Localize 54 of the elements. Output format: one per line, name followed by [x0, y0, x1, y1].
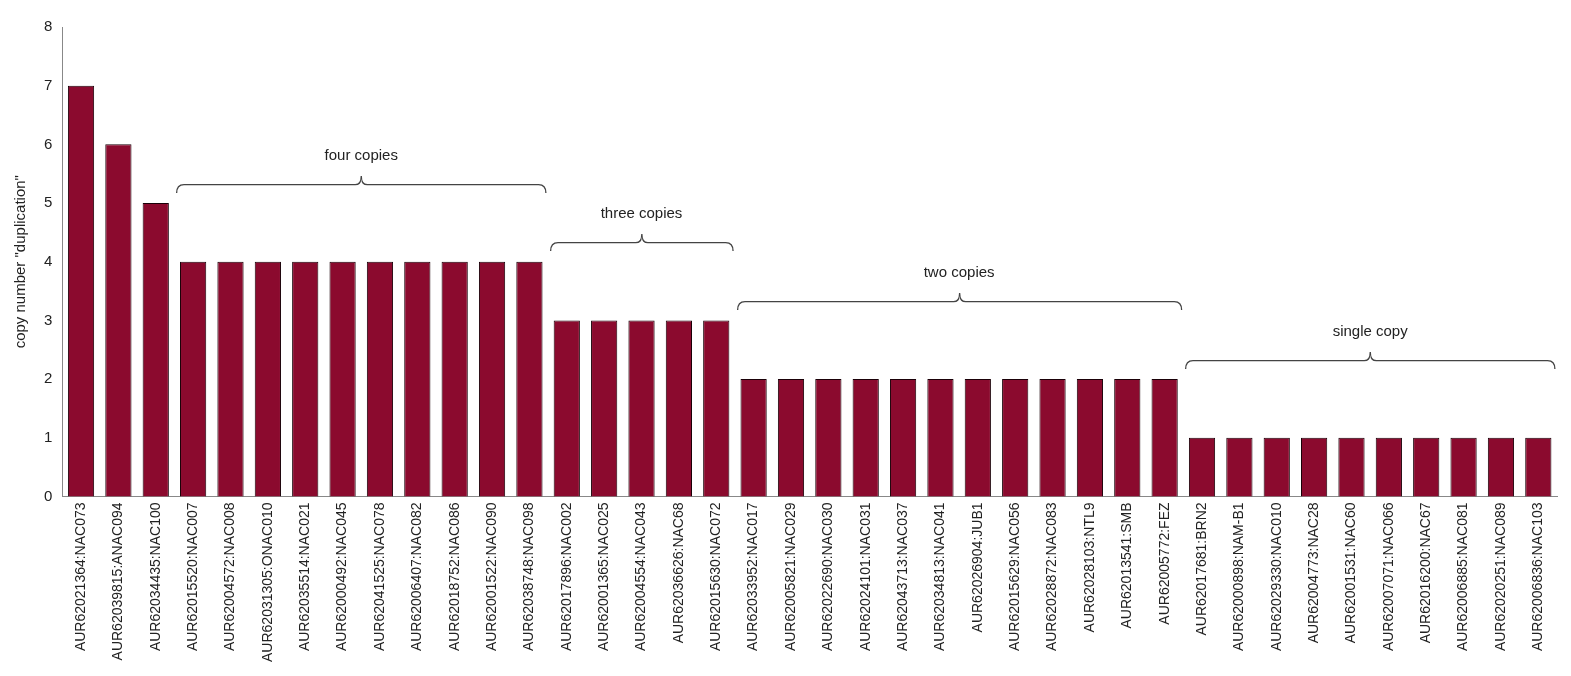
x-tick-label: AUR62034813:NAC041: [931, 502, 948, 652]
y-tick-label: 1: [44, 427, 53, 445]
y-tick-label: 3: [44, 310, 53, 328]
x-tick-label: AUR62028872:NAC083: [1043, 502, 1060, 652]
x-tick-label: AUR62031305:ONAC010: [258, 502, 275, 662]
y-tick-label: 8: [44, 17, 53, 35]
y-axis-title: copy number "duplication": [11, 175, 29, 349]
x-tick-label: AUR62017681:BRN2: [1192, 502, 1209, 636]
x-tick-label: AUR62035514:NAC021: [296, 502, 313, 652]
x-tick-label: AUR62024101:NAC031: [856, 502, 873, 652]
x-tick-label: AUR62000898:NAM-B1: [1230, 502, 1247, 652]
x-tick-label: AUR62033952:NAC017: [744, 502, 761, 652]
annotation: three copies: [599, 204, 684, 222]
x-tick-label: AUR62006836:NAC103: [1529, 502, 1546, 652]
x-tick-label: AUR62041525:NAC078: [370, 502, 387, 652]
x-tick-label: AUR62001531:NAC60: [1342, 502, 1359, 644]
annotation: two copies: [922, 263, 996, 281]
x-tick-label: AUR62039815:ANAC094: [109, 502, 126, 661]
annotation: four copies: [323, 145, 399, 163]
x-tick-label: AUR62016200:NAC67: [1417, 502, 1434, 644]
x-tick-label: AUR62006407:NAC082: [408, 502, 425, 652]
x-tick-label: AUR62036626:NAC68: [669, 502, 686, 644]
x-tick-label: AUR62006885:NAC081: [1454, 502, 1471, 652]
x-tick-label: AUR62001522:NAC090: [482, 502, 499, 652]
x-tick-label: AUR62026904:JUB1: [968, 502, 985, 633]
x-tick-label: AUR62004773:NAC28: [1304, 502, 1321, 644]
x-tick-label: AUR62004554:NAC043: [632, 502, 649, 652]
x-tick-label: AUR62020251:NAC089: [1491, 502, 1508, 652]
x-tick-label: AUR62004572:NAC008: [221, 502, 238, 652]
x-tick-label: AUR62022690:NAC030: [819, 502, 836, 652]
y-tick-label: 0: [44, 486, 53, 504]
x-tick-label: AUR62005821:NAC029: [781, 502, 798, 652]
x-tick-label: AUR62015520:NAC007: [183, 502, 200, 652]
x-tick-label: AUR62007071:NAC066: [1379, 502, 1396, 652]
x-tick-label: AUR62001365:NAC025: [595, 502, 612, 652]
x-tick-label: AUR62015629:NAC056: [1006, 502, 1023, 652]
x-tick-label: AUR62043713:NAC037: [893, 502, 910, 652]
x-tick-label: AUR62018752:NAC086: [445, 502, 462, 652]
y-tick-label: 5: [44, 193, 53, 211]
x-tick-label: AUR62005772:FEZ: [1155, 502, 1172, 625]
annotation: single copy: [1331, 321, 1409, 339]
y-tick-label: 7: [44, 75, 53, 93]
y-tick-label: 2: [44, 369, 53, 387]
x-tick-label: AUR62034435:NAC100: [146, 502, 163, 652]
x-tick-label: AUR62000492:NAC045: [333, 502, 350, 652]
x-tick-label: AUR62038748:NAC098: [520, 502, 537, 652]
y-tick-label: 4: [44, 251, 53, 269]
x-tick-label: AUR62017896:NAC002: [557, 502, 574, 652]
x-tick-label: AUR62021364:NAC073: [71, 502, 88, 652]
x-tick-label: AUR62029330:NAC010: [1267, 502, 1284, 652]
x-tick-label: AUR62013541:SMB: [1118, 502, 1135, 629]
x-tick-label: AUR62015630:NAC072: [707, 502, 724, 652]
x-tick-label: AUR62028103:NTL9: [1080, 502, 1097, 633]
y-tick-label: 6: [44, 134, 53, 152]
